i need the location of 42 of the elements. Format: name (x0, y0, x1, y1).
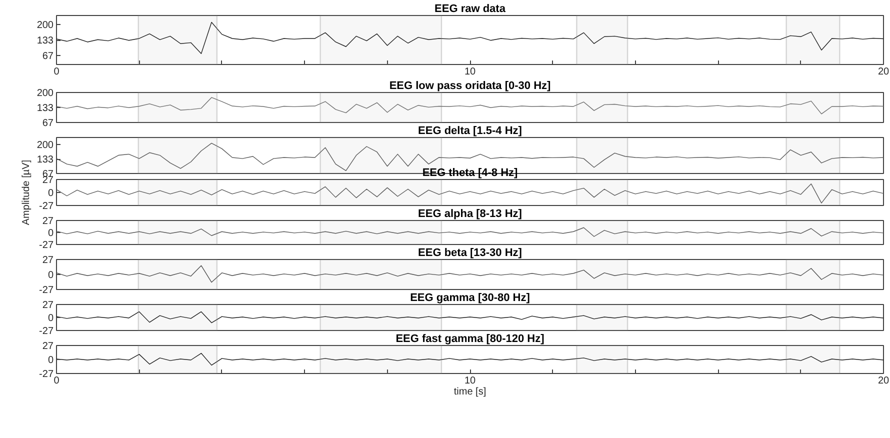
chart-title: EEG delta [1.5-4 Hz] (418, 125, 522, 137)
y-tick-label: -27 (39, 369, 54, 380)
y-tick-label: 0 (48, 270, 54, 281)
y-tick-label: 200 (36, 88, 54, 99)
y-tick-label: 67 (42, 50, 54, 62)
chart-title: EEG fast gamma [80-120 Hz] (396, 333, 545, 345)
y-tick-label: 27 (42, 216, 54, 227)
y-tick-label: 27 (42, 300, 54, 311)
x-axis-title: time [s] (454, 386, 486, 398)
y-tick-label: 133 (36, 103, 54, 114)
y-axis-title: Amplitude [µV] (21, 160, 32, 226)
line-series (56, 183, 884, 204)
y-tick-label: 0 (48, 188, 54, 199)
y-tick-label: -27 (39, 285, 54, 296)
line-series (56, 97, 884, 114)
y-tick-label: 67 (42, 118, 54, 129)
y-tick-label: 200 (36, 140, 54, 151)
line-series (56, 227, 884, 237)
y-tick-label: 0 (48, 313, 54, 324)
line-series (56, 22, 884, 54)
chart-title: EEG gamma [30-80 Hz] (410, 292, 530, 304)
y-tick-label: -27 (39, 240, 54, 251)
x-tick-label: 10 (464, 376, 476, 386)
line-series (56, 265, 884, 283)
line-series (56, 352, 884, 366)
x-tick-label: 20 (878, 376, 890, 386)
y-tick-label: 200 (36, 20, 54, 32)
y-tick-label: 133 (36, 36, 54, 47)
x-tick-label: 10 (464, 66, 476, 78)
y-tick-label: 27 (42, 341, 54, 352)
chart-title: EEG raw data (434, 3, 506, 15)
chart-title: EEG low pass oridata [0-30 Hz] (389, 80, 552, 92)
line-series (56, 311, 884, 324)
chart-title: EEG alpha [8-13 Hz] (418, 208, 522, 220)
y-tick-label: -27 (39, 201, 54, 212)
y-tick-label: -27 (39, 326, 54, 337)
y-tick-label: 133 (36, 154, 54, 166)
y-tick-label: 0 (48, 355, 54, 366)
chart-title: EEG beta [13-30 Hz] (418, 247, 522, 259)
y-tick-label: 0 (48, 228, 54, 239)
y-tick-label: 27 (42, 255, 54, 266)
x-tick-label: 20 (878, 66, 890, 78)
